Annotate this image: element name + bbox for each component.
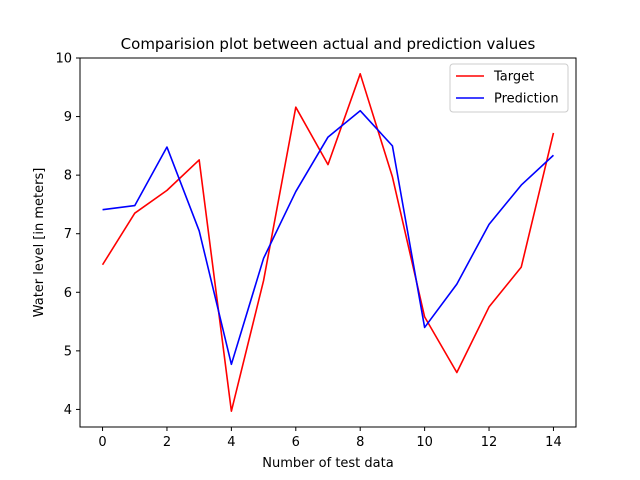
y-tick-label: 7 [64,227,72,242]
y-axis-label: Water level [in meters] [32,168,47,318]
series-layer [101,73,555,412]
x-tick-label: 8 [356,435,364,450]
y-tick-label: 8 [64,169,72,184]
y-tick-label: 9 [64,110,72,125]
y-axis: 4 5 6 7 8 9 10 [55,52,80,418]
plot-border [79,57,577,428]
legend: Target Prediction [449,63,569,113]
x-tick-label: 0 [98,435,106,450]
x-tick-label: 6 [292,435,300,450]
series-line-prediction [102,109,554,366]
legend-entry-target: Target [493,70,534,85]
legend-entry-prediction: Prediction [494,92,559,107]
x-tick-label: 10 [416,435,433,450]
x-axis: 0 2 4 6 8 10 12 14 [98,427,562,450]
chart-title: Comparision plot between actual and pred… [121,35,536,53]
y-tick-label: 4 [64,403,72,418]
y-tick-label: 6 [64,286,72,301]
x-tick-label: 12 [481,435,498,450]
x-axis-label: Number of test data [262,456,393,471]
y-tick-label: 5 [64,344,72,359]
x-tick-label: 4 [227,435,235,450]
plot-area [79,57,577,428]
x-tick-label: 2 [163,435,171,450]
x-tick-label: 14 [545,435,562,450]
y-tick-label: 10 [55,52,72,67]
series-line-target [101,73,555,412]
